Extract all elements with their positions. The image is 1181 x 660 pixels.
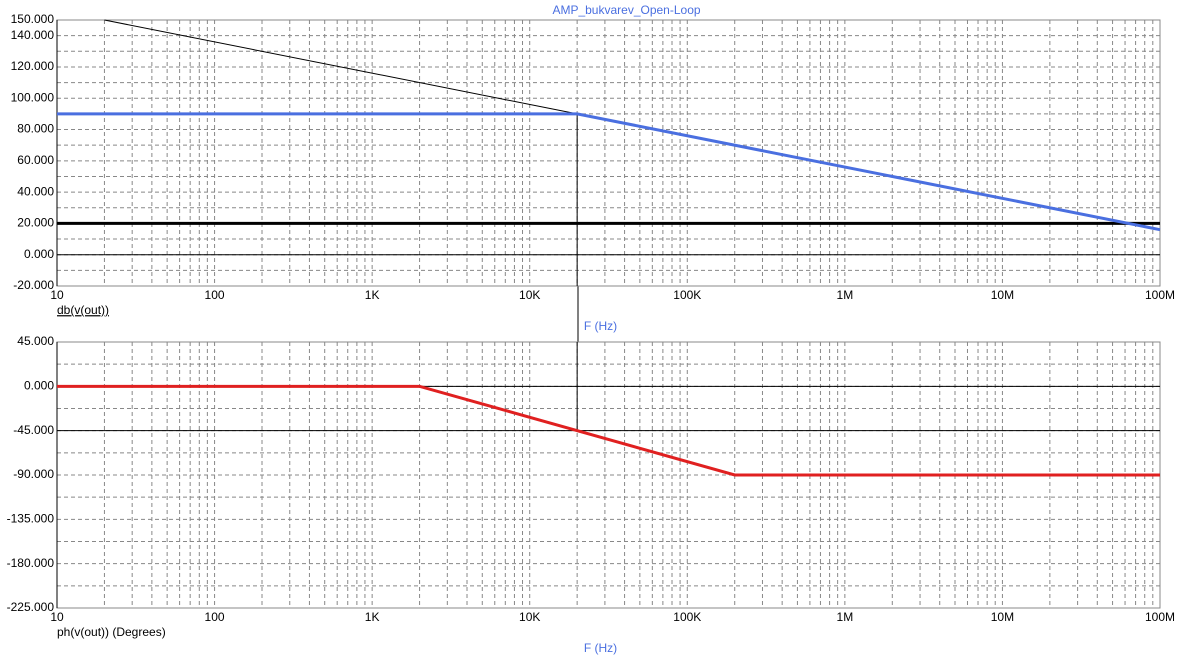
y-tick-label: -45.000 [13, 423, 54, 437]
y-tick-label: 80.000 [17, 122, 54, 136]
x-tick-label: 1K [365, 610, 380, 624]
x-tick-label: 1M [837, 288, 854, 302]
x-tick-label: 100M [1145, 610, 1175, 624]
x-tick-label: 10K [519, 288, 540, 302]
chart-title: AMP_bukvarev_Open-Loop [552, 3, 700, 17]
y-axis-label: ph(v(out)) (Degrees) [57, 625, 166, 639]
x-axis-label: F (Hz) [584, 319, 617, 333]
x-tick-label: 1K [365, 288, 380, 302]
y-tick-label: -90.000 [13, 467, 54, 481]
y-tick-label: -20.000 [13, 278, 54, 292]
y-tick-label: 40.000 [17, 184, 54, 198]
x-tick-label: 1M [837, 610, 854, 624]
y-tick-label: -225.000 [7, 600, 55, 614]
x-axis-label: F (Hz) [584, 641, 617, 655]
y-tick-label: 45.000 [17, 334, 54, 348]
x-tick-label: 10M [991, 610, 1014, 624]
y-tick-label: -180.000 [7, 556, 55, 570]
x-tick-label: 100K [673, 288, 701, 302]
y-tick-label: 100.000 [11, 90, 55, 104]
x-tick-label: 100M [1145, 288, 1175, 302]
x-tick-label: 10 [50, 288, 64, 302]
y-tick-label: 20.000 [17, 216, 54, 230]
series-line [57, 384, 1160, 477]
y-tick-label: 140.000 [11, 28, 55, 42]
x-tick-label: 100K [673, 610, 701, 624]
x-tick-label: 10 [50, 610, 64, 624]
y-tick-label: 0.000 [24, 247, 54, 261]
y-tick-label: 120.000 [11, 59, 55, 73]
y-axis-label: db(v(out)) [57, 303, 109, 317]
series-line [104, 19, 578, 115]
x-tick-label: 100 [205, 288, 225, 302]
y-tick-label: 150.000 [11, 12, 55, 26]
y-tick-label: 0.000 [24, 379, 54, 393]
series-line [57, 112, 1161, 232]
x-tick-label: 100 [205, 610, 225, 624]
y-tick-label: -135.000 [7, 512, 55, 526]
y-tick-label: 60.000 [17, 153, 54, 167]
x-tick-label: 10M [991, 288, 1014, 302]
x-tick-label: 10K [519, 610, 540, 624]
